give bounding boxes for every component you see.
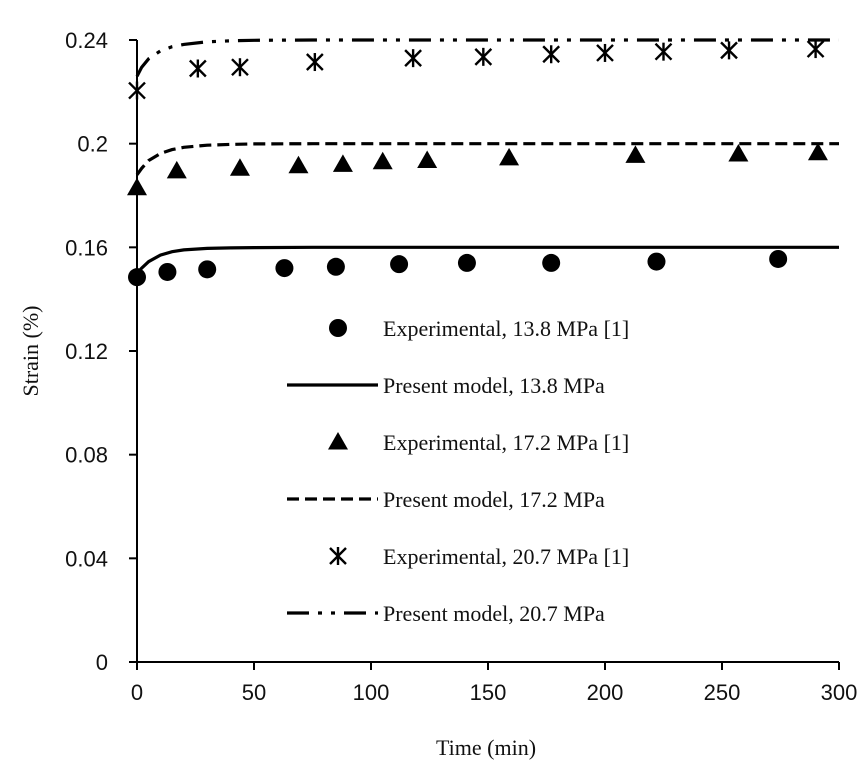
x-tick-label: 150	[470, 680, 507, 705]
y-tick-label: 0.12	[65, 339, 108, 364]
legend-item: Present model, 13.8 MPa	[287, 373, 605, 398]
data-point-triangle	[499, 147, 520, 166]
ticks-layer: 0 50 100 150 200 250 300 0 0.04 0.08 0.12 0.16 0.2 0.…	[65, 28, 857, 705]
data-point-triangle	[372, 151, 393, 170]
x-tick-label: 0	[131, 680, 143, 705]
y-tick-label: 0.08	[65, 443, 108, 468]
data-point-triangle	[332, 154, 353, 172]
y-axis-title: Strain (%)	[18, 305, 43, 396]
y-tick-label: 0	[96, 650, 108, 675]
data-point-circle	[275, 259, 294, 278]
legend-label: Present model, 17.2 MPa	[383, 487, 605, 512]
data-point-triangle	[807, 142, 828, 161]
data-point-triangle	[417, 150, 438, 169]
data-point-circle	[158, 262, 177, 281]
legend-item: Experimental, 20.7 MPa [1]	[329, 544, 629, 569]
data-point-asterisk	[231, 58, 249, 77]
y-tick-label: 0.2	[77, 132, 108, 157]
data-point-asterisk	[404, 49, 422, 68]
data-point-circle	[457, 253, 476, 272]
legend-marker-sample	[328, 432, 348, 450]
data-point-circle	[647, 252, 666, 271]
legend-marker-sample	[329, 547, 347, 565]
x-tick-label: 300	[821, 680, 858, 705]
data-point-asterisk	[188, 59, 207, 78]
legend-label: Present model, 20.7 MPa	[383, 601, 605, 626]
legend-label: Experimental, 20.7 MPa [1]	[383, 544, 629, 569]
data-point-asterisk	[654, 42, 673, 61]
data-point-circle	[326, 257, 345, 276]
model-lines-layer	[135, 38, 839, 275]
data-point-asterisk	[474, 47, 493, 66]
data-point-triangle	[288, 155, 309, 174]
y-tick-label: 0.04	[65, 546, 108, 571]
legend-label: Experimental, 13.8 MPa [1]	[383, 316, 629, 341]
data-point-triangle	[728, 144, 749, 162]
x-axis-title: Time (min)	[436, 735, 536, 760]
legend-label: Experimental, 17.2 MPa [1]	[383, 430, 629, 455]
model-line-3	[135, 142, 839, 176]
x-tick-label: 250	[704, 680, 741, 705]
data-point-circle	[390, 255, 409, 274]
y-tick-label: 0.24	[65, 28, 108, 53]
data-point-asterisk	[720, 41, 738, 60]
data-point-asterisk	[596, 43, 614, 62]
legend-item: Present model, 17.2 MPa	[287, 487, 605, 512]
legend-item: Experimental, 17.2 MPa [1]	[328, 430, 629, 455]
model-line-1	[135, 245, 839, 275]
data-point-triangle	[229, 158, 250, 176]
data-point-asterisk	[305, 53, 324, 72]
legend: Experimental, 13.8 MPa [1] Present model,…	[287, 316, 629, 626]
legend-item: Experimental, 13.8 MPa [1]	[329, 316, 629, 341]
x-tick-label: 50	[242, 680, 266, 705]
data-point-circle	[542, 253, 561, 272]
x-tick-label: 100	[353, 680, 390, 705]
data-point-triangle	[625, 145, 646, 163]
legend-label: Present model, 13.8 MPa	[383, 373, 605, 398]
data-point-circle	[769, 249, 788, 268]
x-tick-label: 200	[587, 680, 624, 705]
data-point-asterisk	[806, 40, 825, 59]
legend-marker-sample	[329, 319, 347, 337]
data-markers-layer	[127, 40, 828, 287]
y-tick-label: 0.16	[65, 235, 108, 260]
data-point-circle	[198, 260, 217, 279]
data-point-triangle	[166, 160, 187, 179]
data-point-asterisk	[542, 45, 561, 64]
legend-item: Present model, 20.7 MPa	[287, 601, 605, 626]
